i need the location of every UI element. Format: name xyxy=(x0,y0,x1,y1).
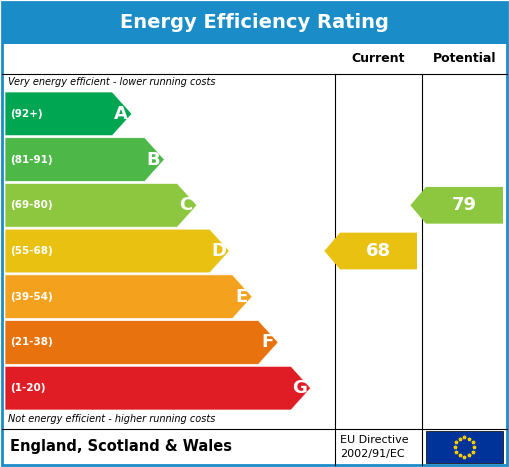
Text: (1-20): (1-20) xyxy=(10,383,45,393)
Text: (69-80): (69-80) xyxy=(10,200,52,210)
Text: (39-54): (39-54) xyxy=(10,292,53,302)
Text: Energy Efficiency Rating: Energy Efficiency Rating xyxy=(120,14,389,33)
Text: (81-91): (81-91) xyxy=(10,155,52,164)
Text: Not energy efficient - higher running costs: Not energy efficient - higher running co… xyxy=(8,414,215,424)
Text: 79: 79 xyxy=(452,196,477,214)
Polygon shape xyxy=(410,187,503,224)
Text: Very energy efficient - lower running costs: Very energy efficient - lower running co… xyxy=(8,77,215,87)
Text: B: B xyxy=(147,150,160,169)
Text: F: F xyxy=(261,333,273,352)
Text: G: G xyxy=(292,379,307,397)
Polygon shape xyxy=(5,275,252,318)
Text: Potential: Potential xyxy=(433,52,496,65)
Text: D: D xyxy=(211,242,226,260)
Text: Current: Current xyxy=(352,52,405,65)
Text: 68: 68 xyxy=(366,242,391,260)
Text: EU Directive
2002/91/EC: EU Directive 2002/91/EC xyxy=(340,435,409,459)
Text: England, Scotland & Wales: England, Scotland & Wales xyxy=(10,439,232,454)
Polygon shape xyxy=(5,366,310,410)
Bar xyxy=(2,2,507,44)
Text: A: A xyxy=(114,105,128,123)
Text: (21-38): (21-38) xyxy=(10,338,53,347)
Polygon shape xyxy=(5,229,230,273)
Text: (55-68): (55-68) xyxy=(10,246,53,256)
Text: C: C xyxy=(179,196,192,214)
Polygon shape xyxy=(5,92,132,136)
Polygon shape xyxy=(324,233,417,269)
Polygon shape xyxy=(5,138,164,181)
Text: (92+): (92+) xyxy=(10,109,43,119)
Text: E: E xyxy=(235,288,247,306)
Polygon shape xyxy=(5,320,278,364)
Bar xyxy=(426,431,503,463)
Polygon shape xyxy=(5,184,197,227)
